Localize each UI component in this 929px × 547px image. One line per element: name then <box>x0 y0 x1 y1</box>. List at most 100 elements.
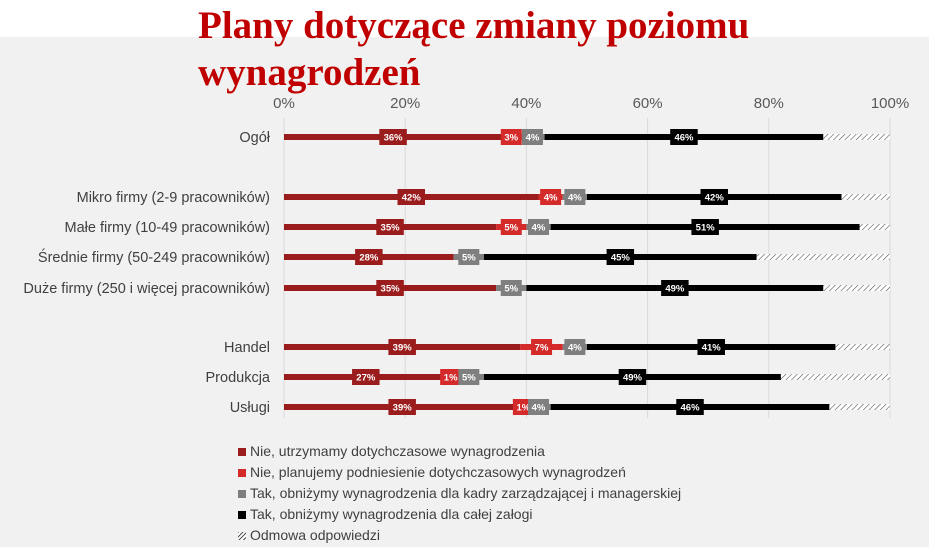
data-label-box <box>564 339 586 355</box>
data-label: 4% <box>544 193 558 204</box>
data-label: 4% <box>568 193 582 204</box>
legend-swatch <box>238 531 246 540</box>
data-label-box <box>676 399 704 415</box>
data-label-box <box>458 369 480 385</box>
data-label: 4% <box>568 343 582 354</box>
data-label: 42% <box>705 193 725 204</box>
data-label-box <box>500 219 522 235</box>
data-label: 1% <box>444 373 458 384</box>
data-label-box <box>606 249 635 265</box>
category-label: Usługi <box>230 400 270 416</box>
data-label-box <box>697 339 725 355</box>
data-label-box <box>500 129 522 145</box>
data-label: 49% <box>623 373 643 384</box>
data-label: 3% <box>504 133 518 144</box>
data-label: 35% <box>381 223 401 234</box>
x-tick-label: 20% <box>390 95 420 112</box>
data-label-box <box>521 129 543 145</box>
data-label: 1% <box>517 403 531 414</box>
bar-segment <box>780 374 890 380</box>
category-label: Średnie firmy (50-249 pracowników) <box>38 248 270 266</box>
legend-item: Tak, obniżymy wynagrodzenia dla całej za… <box>238 504 681 525</box>
data-label-box <box>691 219 719 235</box>
data-label-box <box>618 369 647 385</box>
data-label-box <box>531 339 553 355</box>
data-label: 4% <box>526 133 540 144</box>
category-label: Małe firmy (10-49 pracowników) <box>65 220 270 236</box>
data-label-box <box>352 369 380 385</box>
data-label: 45% <box>611 253 631 264</box>
data-label-box <box>376 219 404 235</box>
chart-panel <box>0 37 929 547</box>
data-label-box <box>500 280 522 296</box>
x-tick-label: 80% <box>754 95 784 112</box>
x-tick-label: 0% <box>273 95 295 112</box>
legend-label: Odmowa odpowiedzi <box>250 527 380 543</box>
bar-segment <box>756 254 890 260</box>
data-label: 41% <box>702 343 722 354</box>
data-label-box <box>388 339 416 355</box>
data-label: 36% <box>384 133 404 144</box>
legend-label: Nie, utrzymamy dotychczasowe wynagrodzen… <box>250 443 545 459</box>
data-label: 28% <box>359 253 379 264</box>
data-label: 4% <box>532 403 546 414</box>
bar-segment <box>823 134 890 140</box>
legend-label: Nie, planujemy podniesienie dotychczasow… <box>250 464 626 480</box>
x-tick-label: 100% <box>871 95 909 112</box>
bar-segment <box>841 194 890 200</box>
data-label-box <box>379 129 407 145</box>
category-label: Produkcja <box>206 370 271 386</box>
data-label-box <box>528 399 550 415</box>
data-labels: 36% 3% 4% 46% 42% 4% 4% 42% 35% 5% 4% 51% 28% 5% 45% 35… <box>352 129 729 415</box>
category-labels: Ogół Mikro firmy (2-9 pracowników) Małe fi… <box>23 130 271 416</box>
legend-swatch <box>238 489 246 498</box>
legend-item: Nie, utrzymamy dotychczasowe wynagrodzen… <box>238 441 681 462</box>
data-label-box <box>540 189 562 205</box>
title-line-1: Plany dotyczące zmiany poziomu <box>198 4 750 47</box>
bar-segment <box>823 285 890 291</box>
category-label: Handel <box>224 340 270 356</box>
category-label: Ogół <box>239 130 270 146</box>
legend-label: Tak, obniżymy wynagrodzenia dla kadry za… <box>250 485 682 501</box>
x-axis-ticks: 0% 20% 40% 60% 80% 100% <box>273 95 909 112</box>
page-title: Plany dotyczące zmiany poziomu wynagrodz… <box>198 2 749 96</box>
data-label-box <box>440 369 462 385</box>
legend-item: Tak, obniżymy wynagrodzenia dla kadry za… <box>238 483 681 504</box>
data-label: 42% <box>402 193 422 204</box>
legend-swatch <box>238 447 246 456</box>
category-label: Mikro firmy (2-9 pracowników) <box>77 190 270 206</box>
x-tick-label: 40% <box>511 95 541 112</box>
data-label: 51% <box>696 223 716 234</box>
category-label: Duże firmy (250 i więcej pracowników) <box>23 281 270 297</box>
legend: Nie, utrzymamy dotychczasowe wynagrodzen… <box>238 441 681 546</box>
legend-item: Nie, planujemy podniesienie dotychczasow… <box>238 462 681 483</box>
data-label: 46% <box>681 403 701 414</box>
data-label-box <box>355 249 383 265</box>
data-label: 5% <box>504 284 518 295</box>
data-label-box <box>661 280 689 296</box>
data-label-box <box>528 219 550 235</box>
data-label-box <box>700 189 729 205</box>
gridlines <box>283 118 891 418</box>
data-label: 39% <box>393 403 413 414</box>
bar-segment <box>859 224 890 230</box>
data-label: 5% <box>462 373 476 384</box>
data-label-box <box>388 399 416 415</box>
data-label: 39% <box>393 343 413 354</box>
legend-item: Odmowa odpowiedzi <box>238 525 681 546</box>
bars <box>284 134 890 410</box>
data-label-box <box>564 189 586 205</box>
title-line-2: wynagrodzeń <box>198 51 421 94</box>
data-label: 49% <box>665 284 685 295</box>
data-label: 27% <box>356 373 376 384</box>
data-label-box <box>458 249 480 265</box>
data-label: 46% <box>674 133 694 144</box>
legend-swatch <box>238 510 246 519</box>
data-label: 4% <box>532 223 546 234</box>
legend-swatch <box>238 468 246 477</box>
x-tick-label: 60% <box>633 95 663 112</box>
data-label: 5% <box>462 253 476 264</box>
data-label-box <box>670 129 698 145</box>
data-label: 5% <box>504 223 518 234</box>
